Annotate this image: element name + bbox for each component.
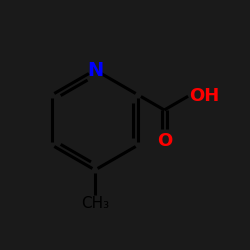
Text: CH₃: CH₃ bbox=[81, 196, 109, 211]
Text: O: O bbox=[157, 132, 172, 150]
Text: N: N bbox=[87, 60, 103, 80]
Text: OH: OH bbox=[189, 87, 220, 105]
